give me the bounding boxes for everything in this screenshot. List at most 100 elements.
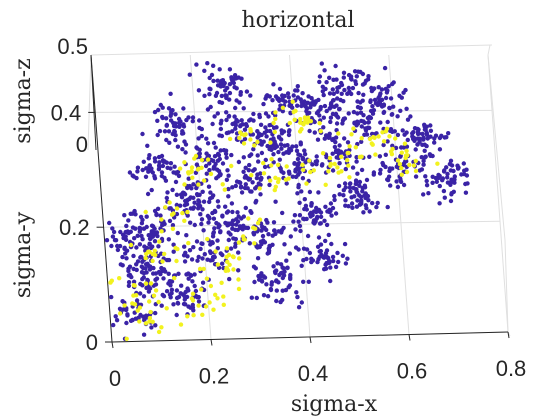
data-point-s0-1591 xyxy=(271,136,276,141)
y-tick-label-0: 0 xyxy=(86,330,98,355)
data-point-s0-1414 xyxy=(207,167,212,173)
data-point-s0-839 xyxy=(153,277,158,282)
data-point-s0-813 xyxy=(256,159,261,164)
data-point-s0-1554 xyxy=(433,133,439,138)
data-point-s0-1162 xyxy=(294,148,300,153)
data-point-s0-1066 xyxy=(248,209,253,214)
data-point-s0-1505 xyxy=(293,167,298,172)
data-point-s1-164 xyxy=(357,154,363,160)
data-point-s0-1530 xyxy=(223,204,228,209)
data-point-s0-1119 xyxy=(192,200,197,205)
data-point-s0-141 xyxy=(421,158,426,164)
data-point-s0-1602 xyxy=(196,136,201,141)
data-point-s0-1136 xyxy=(345,256,350,261)
data-point-s0-1468 xyxy=(226,194,231,199)
data-point-s0-1594 xyxy=(220,252,225,258)
data-point-s0-94 xyxy=(191,245,196,250)
data-point-s0-1628 xyxy=(246,168,251,173)
data-point-s0-260 xyxy=(149,187,154,193)
data-point-s0-1584 xyxy=(170,223,176,228)
data-point-s0-837 xyxy=(299,189,304,194)
data-point-s0-1114 xyxy=(183,198,188,204)
data-point-s1-109 xyxy=(273,110,278,115)
data-point-s0-1449 xyxy=(298,153,303,158)
data-point-s0-954 xyxy=(235,119,240,124)
data-point-s0-1532 xyxy=(191,195,196,200)
data-point-s0-828 xyxy=(334,103,339,108)
data-point-s0-1160 xyxy=(134,175,139,181)
data-point-s0-84 xyxy=(291,219,296,224)
data-point-s0-299 xyxy=(334,128,339,133)
data-point-s0-1456 xyxy=(323,262,328,267)
data-point-s1-68 xyxy=(201,178,207,183)
data-point-s0-1462 xyxy=(182,297,187,302)
data-point-s1-79 xyxy=(353,145,358,150)
data-point-s1-207 xyxy=(164,306,169,311)
data-point-s0-880 xyxy=(140,167,145,173)
data-point-s1-76 xyxy=(211,307,216,312)
data-point-s1-201 xyxy=(346,150,351,156)
data-point-s0-1300 xyxy=(283,287,289,293)
data-point-s0-1311 xyxy=(346,111,351,116)
data-point-s0-1451 xyxy=(290,144,295,149)
data-point-s0-560 xyxy=(214,176,219,181)
data-point-s0-1629 xyxy=(368,98,373,103)
data-point-s0-860 xyxy=(141,159,146,164)
data-point-s0-1171 xyxy=(180,131,185,136)
data-point-s0-1455 xyxy=(169,111,174,116)
data-point-s0-1283 xyxy=(330,205,336,211)
data-point-s0-1601 xyxy=(288,234,293,239)
data-point-s0-430 xyxy=(341,75,346,80)
data-point-s1-134 xyxy=(195,167,201,172)
data-point-s0-1599 xyxy=(173,133,178,138)
data-point-s0-1019 xyxy=(224,130,230,136)
y-tick-label-2: 0.4 xyxy=(51,100,82,125)
data-point-s0-492 xyxy=(215,111,220,116)
data-point-s0-1077 xyxy=(317,254,322,259)
data-point-s0-1161 xyxy=(141,294,147,299)
data-point-s0-1485 xyxy=(225,168,230,173)
data-point-s1-199 xyxy=(242,237,247,242)
data-point-s0-136 xyxy=(329,213,334,218)
data-point-s1-215 xyxy=(231,267,236,272)
data-point-s1-104 xyxy=(252,143,257,148)
data-point-s0-1343 xyxy=(293,245,299,250)
data-point-s0-825 xyxy=(307,250,313,256)
data-point-s0-1270 xyxy=(263,96,268,101)
data-point-s0-1427 xyxy=(251,111,256,117)
data-point-s0-819 xyxy=(145,166,150,171)
data-point-s0-349 xyxy=(200,256,205,261)
data-point-s1-236 xyxy=(323,182,328,187)
data-point-s0-1200 xyxy=(281,273,287,278)
data-point-s0-61 xyxy=(212,154,218,159)
data-point-s0-1218 xyxy=(175,300,180,306)
data-point-s0-1151 xyxy=(141,275,146,280)
data-point-s1-168 xyxy=(174,258,179,264)
data-point-s0-385 xyxy=(161,276,166,281)
data-point-s0-1152 xyxy=(328,119,333,125)
data-point-s0-862 xyxy=(208,250,213,256)
data-point-s0-994 xyxy=(309,96,314,101)
data-point-s0-741 xyxy=(213,145,218,150)
data-point-s0-236 xyxy=(195,258,200,263)
data-point-s0-684 xyxy=(217,99,222,105)
y-axis-label: sigma-y xyxy=(11,211,36,298)
data-point-s0-1109 xyxy=(279,128,284,133)
data-point-s0-147 xyxy=(250,180,255,185)
data-point-s0-1265 xyxy=(316,235,322,240)
data-point-s1-242 xyxy=(174,206,180,211)
data-point-s0-437 xyxy=(437,201,442,206)
data-point-s0-1513 xyxy=(463,181,468,187)
data-point-s1-149 xyxy=(399,172,404,177)
data-point-s0-1364 xyxy=(437,183,442,189)
data-point-s0-985 xyxy=(461,161,466,166)
data-point-s1-95 xyxy=(196,182,201,187)
data-point-s0-1606 xyxy=(160,292,165,298)
data-point-s1-194 xyxy=(159,325,164,330)
data-point-s0-1470 xyxy=(271,220,277,225)
data-point-s1-172 xyxy=(144,251,149,257)
data-point-s1-189 xyxy=(291,109,296,115)
data-point-s1-8 xyxy=(335,165,340,170)
data-point-s1-107 xyxy=(160,259,165,264)
data-point-s1-227 xyxy=(370,142,375,147)
